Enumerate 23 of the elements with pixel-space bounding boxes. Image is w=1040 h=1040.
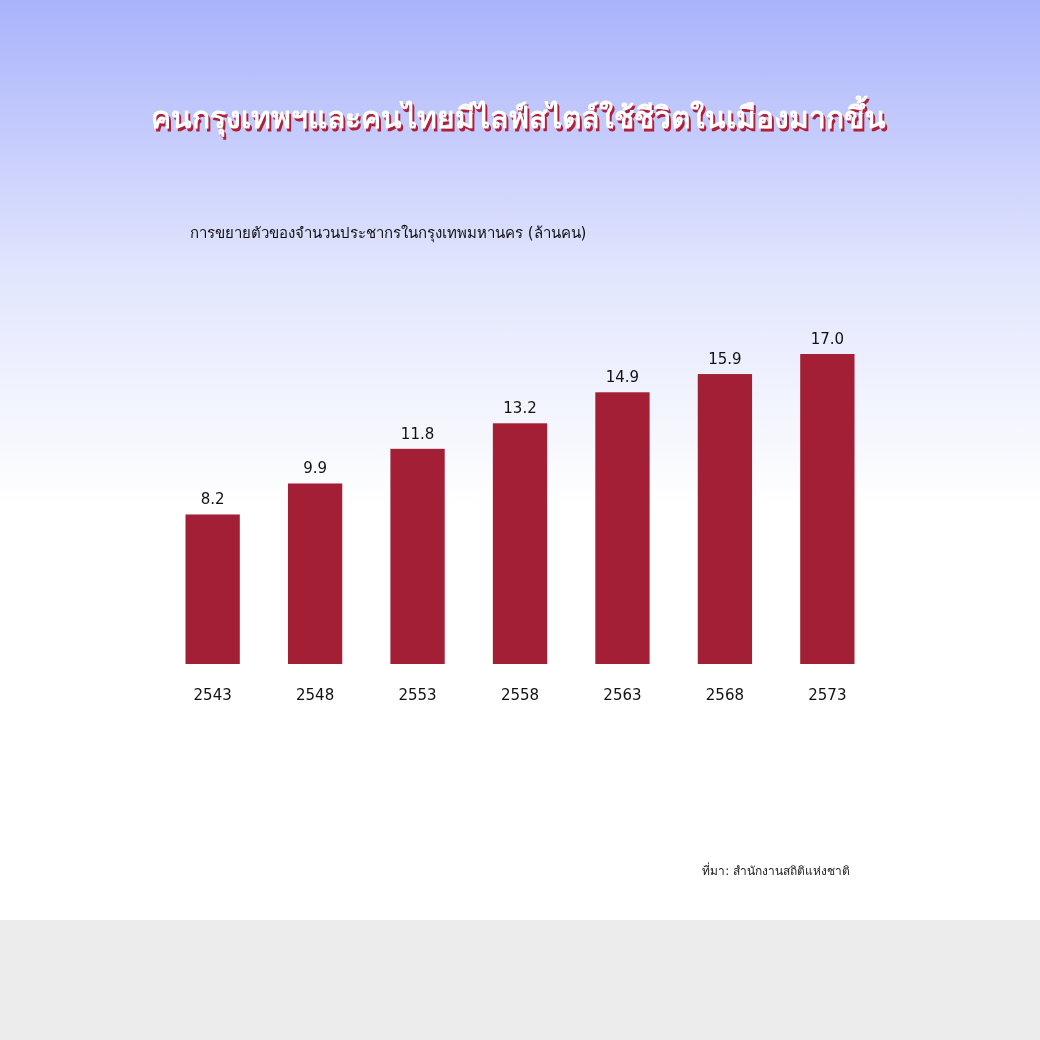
x-tick-label: 2553 — [398, 686, 437, 704]
chart-subtitle: การขยายตัวของจำนวนประชากรในกรุงเทพมหานคร (ล้านคน) — [190, 224, 587, 243]
data-label: 8.2 — [200, 490, 225, 509]
x-tick-label: 2568 — [705, 686, 744, 704]
bar — [492, 423, 548, 664]
bar — [287, 483, 343, 664]
x-tick-label: 2543 — [193, 686, 232, 704]
data-label: 14.9 — [605, 368, 640, 387]
x-tick-label: 2558 — [500, 686, 540, 704]
bar — [185, 514, 240, 664]
bar — [800, 354, 855, 664]
data-label: 13.2 — [503, 399, 537, 418]
bar — [390, 448, 445, 664]
data-label: 15.9 — [708, 350, 742, 369]
data-label: 11.8 — [400, 424, 435, 443]
bar — [595, 392, 650, 664]
text: ที่มา: สำนักงานสถิติแห่งชาติ — [702, 862, 850, 878]
data-label: 9.9 — [303, 459, 328, 478]
data-label: 17.0 — [810, 330, 845, 348]
x-tick-label: 2548 — [296, 686, 335, 704]
x-tick-label: 2563 — [603, 686, 642, 704]
x-tick-label: 2573 — [808, 686, 847, 704]
bar — [697, 374, 753, 664]
